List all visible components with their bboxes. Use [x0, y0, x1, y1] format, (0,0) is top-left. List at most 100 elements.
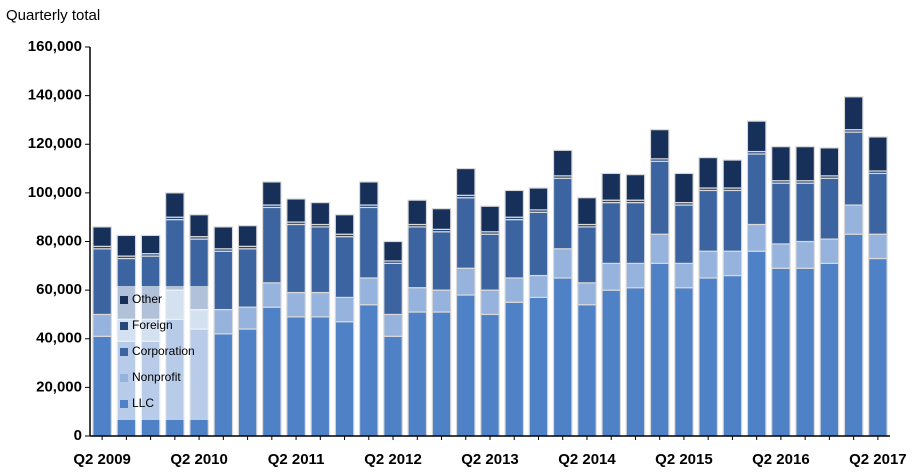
y-tick-label: 0: [74, 427, 82, 444]
bar-segment: [819, 238, 840, 264]
legend-box: [114, 286, 210, 420]
bar-segment: [431, 208, 452, 230]
bar-segment: [601, 172, 622, 201]
bar-segment: [334, 214, 355, 235]
bar-segment: [674, 262, 694, 289]
bar-segment: [286, 316, 306, 437]
bar-segment: [746, 153, 767, 226]
bar-segment: [577, 226, 597, 284]
bar-segment: [771, 243, 791, 269]
bar-segment: [480, 205, 500, 233]
bar-segment: [189, 214, 209, 238]
bar-segment: [843, 96, 864, 131]
bar-segment: [528, 296, 549, 437]
bar-segment: [577, 197, 597, 226]
y-tick-label: 20,000: [36, 378, 82, 395]
bar-segment: [674, 204, 694, 264]
y-tick-label: 80,000: [36, 232, 82, 249]
bar-segment: [286, 198, 306, 223]
y-tick-label: 100,000: [28, 184, 82, 201]
bar-segment: [480, 289, 500, 316]
bar-segment: [92, 335, 112, 437]
x-tick-label: Q2 2017: [849, 451, 907, 468]
x-tick-label: Q2 2012: [364, 451, 422, 468]
bar-segment: [625, 202, 646, 264]
bar-segment: [455, 294, 476, 437]
x-tick-label: Q2 2010: [170, 451, 228, 468]
bar-segment: [262, 306, 282, 437]
legend-label: Other: [132, 292, 162, 306]
bar-segment: [310, 291, 331, 318]
bar-segment: [868, 257, 888, 437]
bar-segment: [722, 159, 743, 189]
bar-segment: [310, 226, 331, 294]
bar-segment: [237, 328, 258, 437]
bar-segment: [771, 182, 791, 245]
bar-segment: [528, 211, 549, 277]
bar-segment: [262, 282, 282, 308]
bar-segment: [649, 262, 670, 437]
bar-segment: [577, 282, 597, 306]
bar-segment: [431, 311, 452, 437]
bar-segment: [674, 172, 694, 204]
legend-swatch: [120, 374, 128, 382]
legend-label: LLC: [132, 396, 154, 410]
legend-swatch: [120, 296, 128, 304]
bar-segment: [140, 234, 161, 255]
bar-segment: [383, 262, 403, 316]
legend-label: Corporation: [132, 344, 195, 358]
bar-segment: [213, 308, 234, 335]
y-tick-label: 140,000: [28, 87, 82, 104]
bar-segment: [334, 296, 355, 323]
bar-segment: [358, 206, 379, 279]
x-tick-label: Q2 2014: [558, 451, 616, 468]
bar-segment: [819, 147, 840, 177]
bar-segment: [746, 120, 767, 153]
x-tick-label: Q2 2016: [752, 451, 810, 468]
legend-swatch: [120, 348, 128, 356]
bar-segment: [552, 277, 573, 437]
bar-segment: [843, 233, 864, 437]
bar-segment: [528, 274, 549, 299]
bar-segment: [383, 240, 403, 262]
bar-segment: [722, 274, 743, 437]
bar-segment: [771, 146, 791, 182]
bar-segment: [674, 287, 694, 437]
bar-segment: [334, 236, 355, 299]
bar-segment: [504, 219, 525, 279]
bar-segment: [868, 172, 888, 235]
bar-segment: [504, 189, 525, 218]
bar-segment: [625, 262, 646, 289]
bar-segment: [625, 174, 646, 201]
bar-segment: [504, 277, 525, 303]
bar-segment: [698, 277, 718, 437]
bar-segment: [213, 250, 234, 311]
bar-segment: [722, 250, 743, 277]
bar-segment: [843, 204, 864, 235]
bar-segment: [552, 149, 573, 177]
legend-swatch: [120, 400, 128, 408]
bar-segment: [92, 226, 112, 247]
bar-segment: [407, 311, 428, 437]
bar-segment: [92, 313, 112, 337]
y-tick-label: 60,000: [36, 281, 82, 298]
y-tick-label: 160,000: [28, 38, 82, 55]
bar-segment: [383, 335, 403, 437]
bar-segment: [625, 287, 646, 437]
x-tick-label: Q2 2009: [73, 451, 131, 468]
bar-segment: [746, 250, 767, 437]
x-tick-label: Q2 2015: [655, 451, 713, 468]
bar-segment: [795, 267, 815, 437]
bar-segment: [795, 182, 815, 243]
bar-segment: [649, 160, 670, 235]
bar-segment: [455, 167, 476, 196]
bar-segment: [358, 181, 379, 206]
bar-segment: [213, 226, 234, 250]
x-tick-label: Q2 2013: [461, 451, 519, 468]
bar-segment: [601, 202, 622, 264]
bar-segment: [334, 321, 355, 437]
bar-segment: [237, 248, 258, 308]
bar-segment: [92, 248, 112, 316]
bar-segment: [649, 233, 670, 264]
legend-label: Foreign: [132, 318, 173, 332]
